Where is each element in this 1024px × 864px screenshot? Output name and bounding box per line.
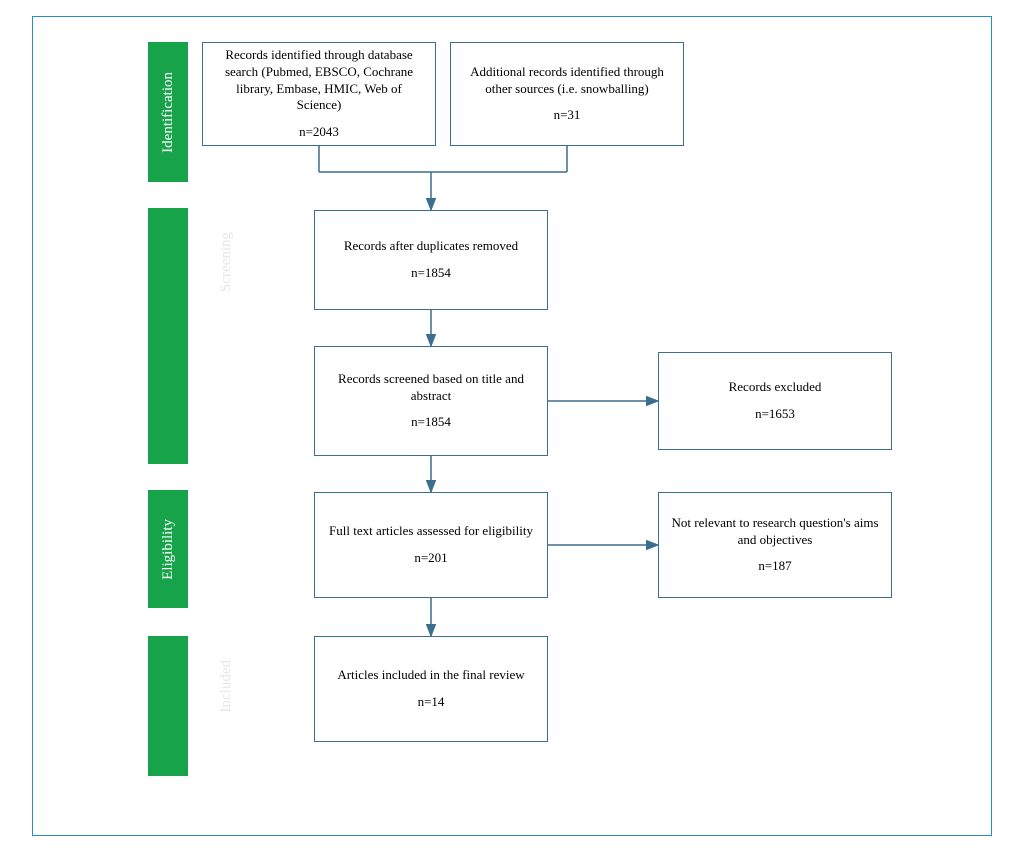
node-other-n: n=31 [554, 107, 581, 124]
prisma-flowchart: Identification Screening Eligibility Inc… [0, 0, 1024, 864]
node-db: Records identified through database sear… [202, 42, 436, 146]
node-excluded2-text: Not relevant to research question's aims… [669, 515, 881, 549]
stage-screening-label: Screening [218, 232, 235, 292]
stage-included-label: Included [218, 660, 235, 712]
node-other-text: Additional records identified through ot… [461, 64, 673, 98]
node-final-n: n=14 [418, 694, 445, 711]
node-dedup-text: Records after duplicates removed [344, 238, 518, 255]
node-screened-n: n=1854 [411, 414, 451, 431]
node-dedup: Records after duplicates removed n=1854 [314, 210, 548, 310]
node-final: Articles included in the final review n=… [314, 636, 548, 742]
stage-eligibility-label: Eligibility [160, 519, 177, 580]
node-excluded1-text: Records excluded [729, 379, 822, 396]
stage-eligibility: Eligibility [148, 490, 188, 608]
node-excluded2: Not relevant to research question's aims… [658, 492, 892, 598]
node-excluded2-n: n=187 [758, 558, 791, 575]
node-final-text: Articles included in the final review [337, 667, 524, 684]
node-db-text: Records identified through database sear… [213, 47, 425, 115]
node-fulltext-text: Full text articles assessed for eligibil… [329, 523, 533, 540]
stage-included [148, 636, 188, 776]
node-db-n: n=2043 [299, 124, 339, 141]
stage-screening [148, 208, 188, 464]
node-screened-text: Records screened based on title and abst… [325, 371, 537, 405]
node-screened: Records screened based on title and abst… [314, 346, 548, 456]
stage-identification-label: Identification [160, 72, 177, 153]
stage-identification: Identification [148, 42, 188, 182]
node-excluded1-n: n=1653 [755, 406, 795, 423]
node-excluded1: Records excluded n=1653 [658, 352, 892, 450]
node-other: Additional records identified through ot… [450, 42, 684, 146]
node-fulltext: Full text articles assessed for eligibil… [314, 492, 548, 598]
node-fulltext-n: n=201 [414, 550, 447, 567]
node-dedup-n: n=1854 [411, 265, 451, 282]
